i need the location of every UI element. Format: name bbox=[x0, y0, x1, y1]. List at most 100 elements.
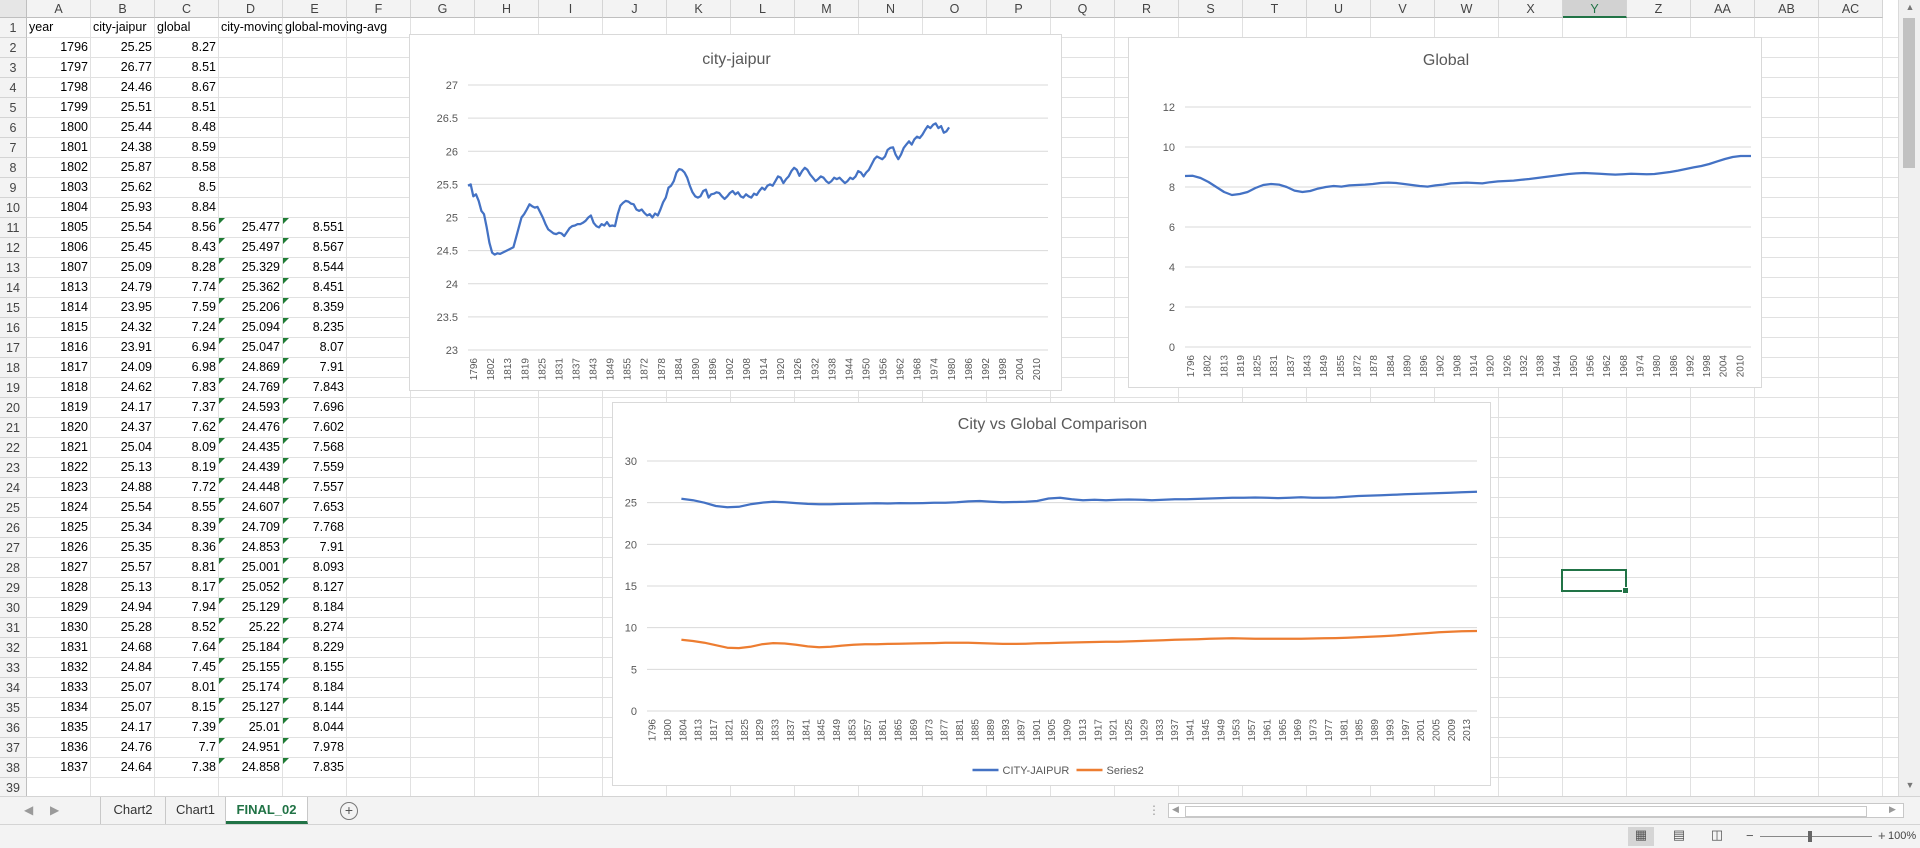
formula-warning-indicator[interactable] bbox=[219, 258, 225, 264]
cell[interactable]: 6.94 bbox=[191, 340, 216, 354]
formula-warning-indicator[interactable] bbox=[283, 378, 289, 384]
formula-warning-indicator[interactable] bbox=[219, 298, 225, 304]
row-header[interactable]: 3 bbox=[0, 58, 27, 78]
cell[interactable]: 24.76 bbox=[120, 740, 152, 754]
row-header[interactable]: 7 bbox=[0, 138, 27, 158]
cell[interactable]: 7.91 bbox=[319, 540, 344, 554]
formula-warning-indicator[interactable] bbox=[283, 398, 289, 404]
cell[interactable]: 1832 bbox=[60, 660, 88, 674]
cell[interactable]: 25.13 bbox=[120, 460, 152, 474]
cell[interactable]: 7.978 bbox=[312, 740, 344, 754]
cell[interactable]: 25.54 bbox=[120, 500, 152, 514]
formula-warning-indicator[interactable] bbox=[219, 378, 225, 384]
add-sheet-button[interactable]: + bbox=[340, 802, 358, 820]
column-header[interactable]: Y bbox=[1563, 0, 1627, 18]
formula-warning-indicator[interactable] bbox=[283, 418, 289, 424]
formula-warning-indicator[interactable] bbox=[283, 458, 289, 464]
row-header[interactable]: 34 bbox=[0, 678, 27, 698]
cell[interactable]: 8.52 bbox=[191, 620, 216, 634]
cell[interactable]: 1836 bbox=[60, 740, 88, 754]
cell[interactable]: 25.34 bbox=[120, 520, 152, 534]
row-header[interactable]: 8 bbox=[0, 158, 27, 178]
formula-warning-indicator[interactable] bbox=[219, 338, 225, 344]
cell[interactable]: 1823 bbox=[60, 480, 88, 494]
cell[interactable]: 8.59 bbox=[191, 140, 216, 154]
cell[interactable]: 8.51 bbox=[191, 100, 216, 114]
cell[interactable]: 8.39 bbox=[191, 520, 216, 534]
formula-warning-indicator[interactable] bbox=[219, 678, 225, 684]
cell[interactable]: 25.35 bbox=[120, 540, 152, 554]
row-header[interactable]: 4 bbox=[0, 78, 27, 98]
column-header[interactable]: V bbox=[1371, 0, 1435, 18]
cell[interactable]: 25.09 bbox=[120, 260, 152, 274]
tab-split-handle-icon[interactable]: ⋮ bbox=[1148, 803, 1160, 817]
cell[interactable]: 25.329 bbox=[241, 260, 280, 274]
zoom-slider[interactable] bbox=[1760, 836, 1872, 837]
cell[interactable]: 25.44 bbox=[120, 120, 152, 134]
formula-warning-indicator[interactable] bbox=[219, 458, 225, 464]
cell[interactable]: 8.58 bbox=[191, 160, 216, 174]
vertical-scroll-thumb[interactable] bbox=[1903, 18, 1915, 168]
row-header[interactable]: 31 bbox=[0, 618, 27, 638]
column-header[interactable]: R bbox=[1115, 0, 1179, 18]
cell[interactable]: 8.15 bbox=[191, 700, 216, 714]
formula-warning-indicator[interactable] bbox=[283, 358, 289, 364]
zoom-level[interactable]: 100% bbox=[1888, 830, 1917, 842]
formula-warning-indicator[interactable] bbox=[219, 318, 225, 324]
cell[interactable]: 8.551 bbox=[312, 220, 344, 234]
cell[interactable]: 7.7 bbox=[198, 740, 216, 754]
formula-warning-indicator[interactable] bbox=[219, 658, 225, 664]
cell[interactable]: 7.653 bbox=[312, 500, 344, 514]
cell[interactable]: 24.62 bbox=[120, 380, 152, 394]
cell[interactable]: 1801 bbox=[60, 140, 88, 154]
cell[interactable]: 1835 bbox=[60, 720, 88, 734]
cell[interactable]: 8.07 bbox=[319, 340, 344, 354]
row-header[interactable]: 15 bbox=[0, 298, 27, 318]
column-header[interactable]: AB bbox=[1755, 0, 1819, 18]
hscroll-right-icon[interactable]: ▶ bbox=[1889, 804, 1896, 814]
vertical-scrollbar[interactable]: ▲ ▼ bbox=[1898, 0, 1920, 796]
page-break-preview-icon[interactable]: ◫ bbox=[1710, 827, 1724, 842]
formula-warning-indicator[interactable] bbox=[219, 738, 225, 744]
cell[interactable]: 7.91 bbox=[319, 360, 344, 374]
cell[interactable]: 8.144 bbox=[312, 700, 344, 714]
cell[interactable]: 25.22 bbox=[248, 620, 280, 634]
column-header[interactable]: M bbox=[795, 0, 859, 18]
row-header[interactable]: 9 bbox=[0, 178, 27, 198]
row-header[interactable]: 1 bbox=[0, 18, 27, 38]
column-header[interactable]: F bbox=[347, 0, 411, 18]
column-header[interactable]: P bbox=[987, 0, 1051, 18]
cell[interactable]: 7.62 bbox=[191, 420, 216, 434]
cell[interactable]: 25.127 bbox=[241, 700, 280, 714]
row-header[interactable]: 26 bbox=[0, 518, 27, 538]
cell[interactable]: 8.17 bbox=[191, 580, 216, 594]
formula-warning-indicator[interactable] bbox=[283, 738, 289, 744]
formula-warning-indicator[interactable] bbox=[283, 478, 289, 484]
cell[interactable]: 24.46 bbox=[120, 80, 152, 94]
cell[interactable]: 8.093 bbox=[312, 560, 344, 574]
cell[interactable]: 8.43 bbox=[191, 240, 216, 254]
cell[interactable]: 7.37 bbox=[191, 400, 216, 414]
zoom-in-button[interactable]: + bbox=[1878, 828, 1886, 843]
row-header[interactable]: 17 bbox=[0, 338, 27, 358]
tab-final-02[interactable]: FINAL_02 bbox=[226, 797, 308, 824]
formula-warning-indicator[interactable] bbox=[283, 578, 289, 584]
row-header[interactable]: 35 bbox=[0, 698, 27, 718]
formula-warning-indicator[interactable] bbox=[283, 558, 289, 564]
cell[interactable]: 24.38 bbox=[120, 140, 152, 154]
formula-warning-indicator[interactable] bbox=[219, 538, 225, 544]
formula-warning-indicator[interactable] bbox=[283, 498, 289, 504]
cell[interactable]: 7.45 bbox=[191, 660, 216, 674]
tab-next-icon[interactable]: ▶ bbox=[50, 803, 60, 817]
row-header[interactable]: 14 bbox=[0, 278, 27, 298]
cell[interactable]: 24.94 bbox=[120, 600, 152, 614]
formula-warning-indicator[interactable] bbox=[283, 538, 289, 544]
cell[interactable]: 8.274 bbox=[312, 620, 344, 634]
cell[interactable]: 8.19 bbox=[191, 460, 216, 474]
cell[interactable]: 1806 bbox=[60, 240, 88, 254]
cell[interactable]: 25.155 bbox=[241, 660, 280, 674]
row-header[interactable]: 2 bbox=[0, 38, 27, 58]
horizontal-scroll-thumb[interactable] bbox=[1185, 806, 1867, 817]
column-header[interactable]: H bbox=[475, 0, 539, 18]
